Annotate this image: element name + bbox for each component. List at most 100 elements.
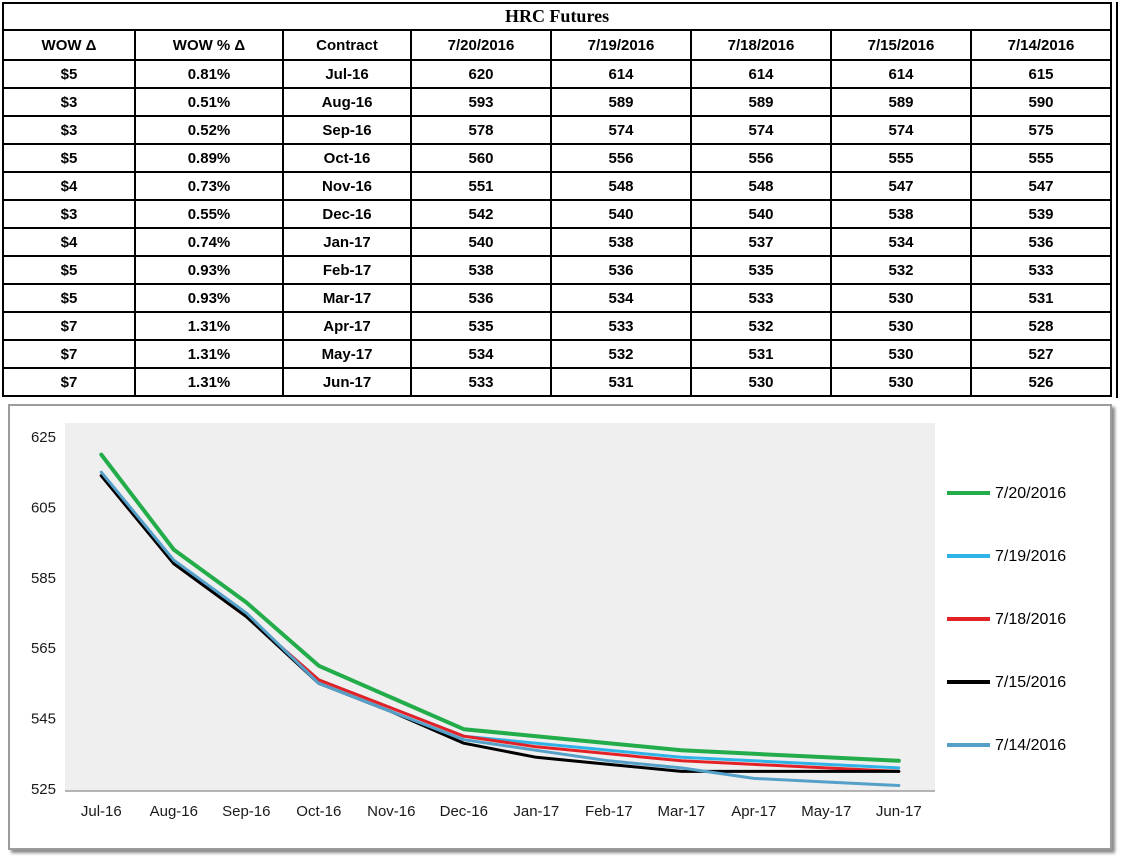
table-cell: 535 [690,255,832,285]
table-row: $5 0.93% Feb-17 538 536 535 532 533 [2,255,1113,285]
table-cell: 530 [830,283,972,313]
table-cell: 555 [830,143,972,173]
series-line [99,452,901,763]
table-cell: 0.81% [134,59,284,89]
table-cell: Apr-17 [282,311,412,341]
table-cell: $3 [2,115,136,145]
table-cell: 590 [969,87,1113,117]
table-cell: 555 [969,143,1113,173]
table-cell: 593 [410,87,552,117]
legend-label: 7/20/2016 [995,485,1066,502]
table-row: $4 0.74% Jan-17 540 538 537 534 536 [2,227,1113,257]
column-header: WOW % Δ [134,29,284,61]
table-cell: 532 [690,311,832,341]
table-cell: 540 [550,199,692,229]
table-row: $7 1.31% May-17 534 532 531 530 527 [2,339,1113,369]
y-tick-label: 525 [31,781,56,798]
table-cell: 531 [969,283,1113,313]
table-cell: 589 [550,87,692,117]
table-cell: Dec-16 [282,199,412,229]
chart-container: 625 605 585 565 545 525 Jul-16 Aug-16 Sep-16 Oct-… [8,404,1112,850]
page-title: HRC Futures [1,2,1113,31]
x-tick-label: Apr-17 [731,803,776,820]
table-cell: 534 [410,339,552,369]
x-tick-label: Sep-16 [222,803,270,820]
column-header: 7/20/2016 [410,29,552,61]
table-cell: 0.55% [134,199,284,229]
table-cell: Jun-17 [282,367,412,397]
x-tick-label: Feb-17 [585,803,633,820]
table-cell: 527 [969,339,1113,369]
table-cell: 538 [410,255,552,285]
y-tick-label: 545 [31,711,56,728]
table-cell: Aug-16 [282,87,412,117]
x-tick-label: May-17 [801,803,851,820]
table-cell: 574 [690,115,832,145]
table-row: $3 0.51% Aug-16 593 589 589 589 590 [2,87,1113,117]
table-cell: $5 [2,59,136,89]
table-cell: 0.93% [134,255,284,285]
table-cell: 539 [969,199,1113,229]
table-cell: 0.93% [134,283,284,313]
table-cell: 1.31% [134,367,284,397]
table-cell: 526 [969,367,1113,397]
table-cell: $3 [2,199,136,229]
legend-label: 7/15/2016 [995,674,1066,691]
table-cell: 532 [830,255,972,285]
legend-label: 7/18/2016 [995,611,1066,628]
table-cell: Oct-16 [282,143,412,173]
table-cell: 547 [830,171,972,201]
x-tick-label: Aug-16 [150,803,198,820]
table-cell: 533 [690,283,832,313]
table-cell: 0.51% [134,87,284,117]
column-header: 7/18/2016 [690,29,832,61]
table-cell: 540 [690,199,832,229]
table-cell: 530 [690,367,832,397]
table-cell: 556 [690,143,832,173]
table-title-row: HRC Futures [1,2,1113,31]
table-cell: 551 [410,171,552,201]
table-cell: $4 [2,227,136,257]
table-cell: 542 [410,199,552,229]
table-cell: $4 [2,171,136,201]
table-cell: 589 [830,87,972,117]
table-cell: 0.52% [134,115,284,145]
table-cell: 589 [690,87,832,117]
y-tick-label: 625 [31,429,56,446]
series-line [99,470,901,787]
table-cell: Jul-16 [282,59,412,89]
table-cell: 537 [690,227,832,257]
table-cell: 0.89% [134,143,284,173]
sheet-edge-line [1116,2,1118,398]
table-cell: 536 [550,255,692,285]
futures-table-section: HRC Futures WOW Δ WOW % Δ Contract 7/20/201… [1,2,1113,397]
table-row: $7 1.31% Apr-17 535 533 532 530 528 [2,311,1113,341]
table-cell: 574 [830,115,972,145]
table-cell: 530 [830,339,972,369]
table-cell: 614 [550,59,692,89]
table-cell: 531 [690,339,832,369]
column-header: 7/14/2016 [969,29,1113,61]
legend-label: 7/14/2016 [995,737,1066,754]
table-cell: 528 [969,311,1113,341]
table-cell: 1.31% [134,311,284,341]
x-tick-label: Dec-16 [440,803,488,820]
table-cell: $5 [2,143,136,173]
table-cell: 540 [410,227,552,257]
table-row: $7 1.31% Jun-17 533 531 530 530 526 [2,367,1113,397]
y-tick-label: 565 [31,640,56,657]
table-cell: 534 [550,283,692,313]
table-cell: Nov-16 [282,171,412,201]
legend-label: 7/19/2016 [995,548,1066,565]
table-cell: 560 [410,143,552,173]
table-cell: 620 [410,59,552,89]
table-cell: 536 [410,283,552,313]
table-row: $4 0.73% Nov-16 551 548 548 547 547 [2,171,1113,201]
table-row: $3 0.55% Dec-16 542 540 540 538 539 [2,199,1113,229]
x-tick-label: Oct-16 [296,803,341,820]
series-line [99,474,901,773]
x-tick-label: Jan-17 [513,803,559,820]
column-header: Contract [282,29,412,61]
table-cell: 534 [830,227,972,257]
table-header-row: WOW Δ WOW % Δ Contract 7/20/2016 7/19/2016 7/… [2,29,1113,61]
